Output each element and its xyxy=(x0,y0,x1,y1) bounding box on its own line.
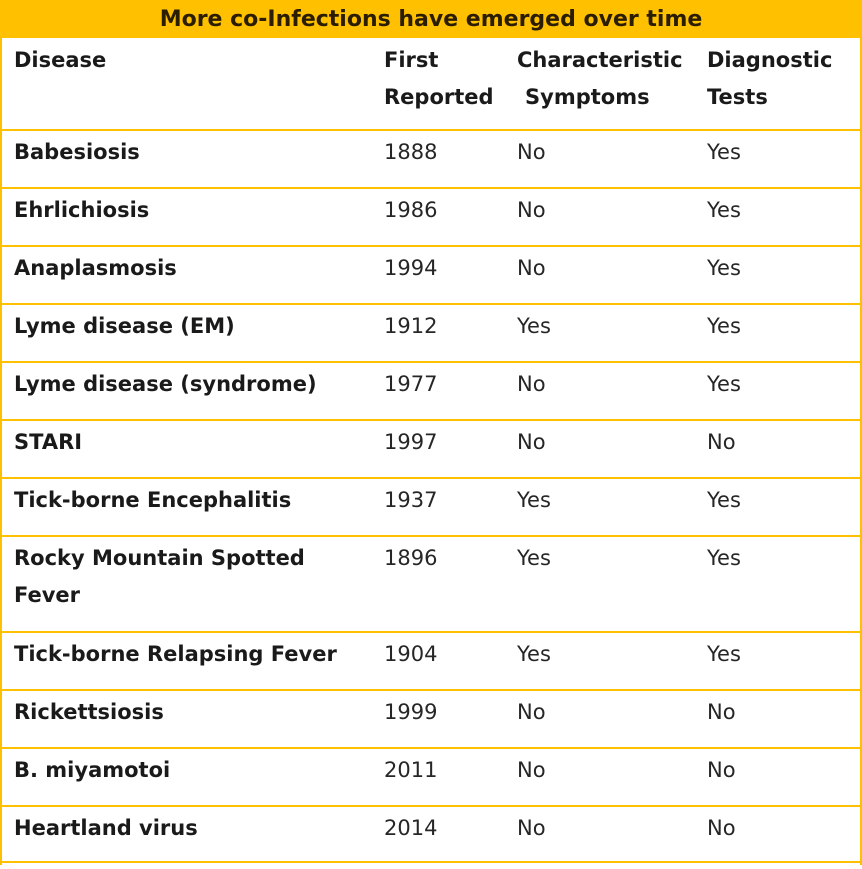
diagnostic-tests-cell: Yes xyxy=(707,256,741,280)
disease-cell: Tick-borne Relapsing Fever xyxy=(2,636,372,689)
disease-name-line: Tick-borne Relapsing Fever xyxy=(14,642,337,666)
diagnostic-tests-cell: No xyxy=(707,700,736,724)
disease-name-line: Lyme disease (EM) xyxy=(14,314,235,338)
characteristic-symptoms-cell: No xyxy=(517,256,546,280)
table-row: Anaplasmosis 1994 No Yes xyxy=(2,247,860,305)
first-reported-cell: 1912 xyxy=(384,314,438,338)
disease-cell: Ehrlichiosis xyxy=(2,192,372,245)
disease-cell: Babesiosis xyxy=(2,134,372,187)
disease-name-line: Babesiosis xyxy=(14,140,140,164)
table-row: Tick-borne Encephalitis 1937 Yes Yes xyxy=(2,479,860,537)
disease-cell: Heartland virus xyxy=(2,810,372,865)
diagnostic-tests-cell: Yes xyxy=(707,314,741,338)
diagnostic-tests-cell: No xyxy=(707,758,736,782)
header-symptoms-line-2: Symptoms xyxy=(525,85,650,109)
header-tests-line-1: Diagnostic xyxy=(707,48,833,72)
table-body: Babesiosis 1888 No Yes Ehrlichiosis 1986 No Yes… xyxy=(2,131,860,865)
table-row: Rocky Mountain Spotted Fever 1896 Yes Yes xyxy=(2,537,860,633)
table-row: Lyme disease (syndrome) 1977 No Yes xyxy=(2,363,860,421)
disease-name-line: Lyme disease (syndrome) xyxy=(14,372,317,396)
disease-name-line: Anaplasmosis xyxy=(14,256,177,280)
first-reported-cell: 1997 xyxy=(384,430,438,454)
disease-cell: Anaplasmosis xyxy=(2,250,372,303)
header-first-reported-line-2: Reported xyxy=(384,85,494,109)
first-reported-cell: 1986 xyxy=(384,198,438,222)
first-reported-cell: 1977 xyxy=(384,372,438,396)
disease-cell: Tick-borne Encephalitis xyxy=(2,482,372,535)
table-row: Heartland virus 2014 No No xyxy=(2,807,860,865)
first-reported-cell: 1937 xyxy=(384,488,438,512)
disease-cell: Lyme disease (EM) xyxy=(2,308,372,361)
table-row: Rickettsiosis 1999 No No xyxy=(2,691,860,749)
table-bottom-border xyxy=(0,861,862,863)
header-symptoms-line-1: Characteristic xyxy=(517,48,683,72)
header-first-reported: First Reported xyxy=(372,42,505,129)
characteristic-symptoms-cell: No xyxy=(517,198,546,222)
header-disease-line: Disease xyxy=(14,48,107,72)
characteristic-symptoms-cell: Yes xyxy=(517,546,551,570)
disease-name-line: Fever xyxy=(14,583,81,607)
table-title: More co-Infections have emerged over tim… xyxy=(0,0,862,38)
first-reported-cell: 1888 xyxy=(384,140,438,164)
header-characteristic-symptoms: Characteristic Symptoms xyxy=(505,42,695,129)
table-row: STARI 1997 No No xyxy=(2,421,860,479)
disease-name-line: Rocky Mountain Spotted xyxy=(14,546,305,570)
characteristic-symptoms-cell: No xyxy=(517,140,546,164)
diagnostic-tests-cell: Yes xyxy=(707,546,741,570)
first-reported-cell: 1999 xyxy=(384,700,438,724)
characteristic-symptoms-cell: No xyxy=(517,700,546,724)
disease-cell: Lyme disease (syndrome) xyxy=(2,366,372,419)
first-reported-cell: 1904 xyxy=(384,642,438,666)
header-tests-line-2: Tests xyxy=(707,85,768,109)
disease-name-line: Rickettsiosis xyxy=(14,700,164,724)
characteristic-symptoms-cell: No xyxy=(517,372,546,396)
table-row: Lyme disease (EM) 1912 Yes Yes xyxy=(2,305,860,363)
first-reported-cell: 1896 xyxy=(384,546,438,570)
disease-name-line: STARI xyxy=(14,430,83,454)
characteristic-symptoms-cell: Yes xyxy=(517,488,551,512)
first-reported-cell: 2011 xyxy=(384,758,438,782)
table-row: B. miyamotoi 2011 No No xyxy=(2,749,860,807)
characteristic-symptoms-cell: No xyxy=(517,430,546,454)
table-header-row: Disease First Reported Characteristic Sy… xyxy=(2,38,860,131)
diagnostic-tests-cell: Yes xyxy=(707,488,741,512)
table-row: Ehrlichiosis 1986 No Yes xyxy=(2,189,860,247)
disease-cell: STARI xyxy=(2,424,372,477)
disease-name-line: Tick-borne Encephalitis xyxy=(14,488,292,512)
diagnostic-tests-cell: Yes xyxy=(707,198,741,222)
first-reported-cell: 1994 xyxy=(384,256,438,280)
diagnostic-tests-cell: Yes xyxy=(707,642,741,666)
header-diagnostic-tests: Diagnostic Tests xyxy=(695,42,860,129)
disease-cell: B. miyamotoi xyxy=(2,752,372,805)
characteristic-symptoms-cell: No xyxy=(517,816,546,840)
diagnostic-tests-cell: Yes xyxy=(707,140,741,164)
characteristic-symptoms-cell: Yes xyxy=(517,314,551,338)
disease-name-line: Ehrlichiosis xyxy=(14,198,150,222)
first-reported-cell: 2014 xyxy=(384,816,438,840)
disease-cell: Rocky Mountain Spotted Fever xyxy=(2,540,372,631)
diagnostic-tests-cell: No xyxy=(707,430,736,454)
characteristic-symptoms-cell: No xyxy=(517,758,546,782)
header-disease: Disease xyxy=(2,42,372,129)
header-first-reported-line-1: First xyxy=(384,48,439,72)
diagnostic-tests-cell: Yes xyxy=(707,372,741,396)
disease-cell: Rickettsiosis xyxy=(2,694,372,747)
disease-name-line: B. miyamotoi xyxy=(14,758,171,782)
table-row: Babesiosis 1888 No Yes xyxy=(2,131,860,189)
co-infections-table: Disease First Reported Characteristic Sy… xyxy=(0,38,862,865)
characteristic-symptoms-cell: Yes xyxy=(517,642,551,666)
diagnostic-tests-cell: No xyxy=(707,816,736,840)
disease-name-line: Heartland virus xyxy=(14,816,198,840)
table-row: Tick-borne Relapsing Fever 1904 Yes Yes xyxy=(2,633,860,691)
